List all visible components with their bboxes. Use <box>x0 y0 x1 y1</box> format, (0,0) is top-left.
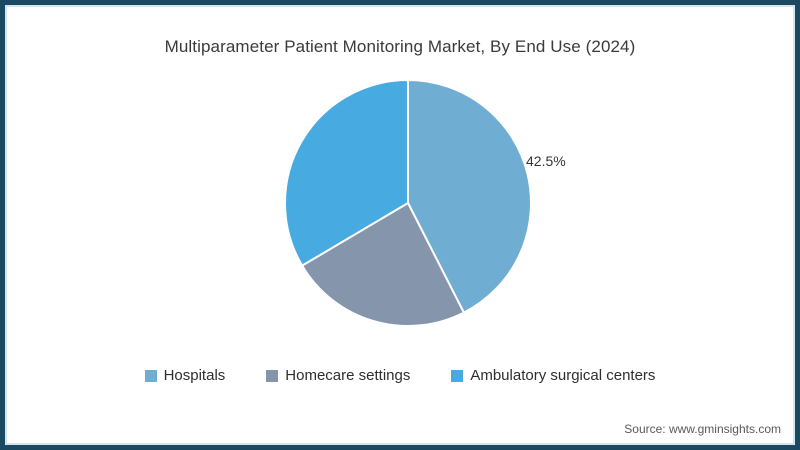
legend-swatch-hospitals-icon <box>144 369 157 382</box>
data-label-hospitals: 42.5% <box>526 153 566 169</box>
pie-slice-homecare-settings <box>301 202 465 327</box>
legend: Hospitals Homecare settings Ambulatory s… <box>5 367 795 384</box>
legend-swatch-ambulatory-surgical-centers-icon <box>451 369 464 382</box>
legend-label-hospitals: Hospitals <box>163 367 226 384</box>
pie-slice-ambulatory-surgical-centers <box>284 79 409 267</box>
legend-item-ambulatory-surgical-centers: Ambulatory surgical centers <box>451 367 655 384</box>
source-text: Source: www.gminsights.com <box>624 422 781 436</box>
pie-slice-hospitals <box>407 79 532 314</box>
pie-chart <box>284 79 532 327</box>
legend-swatch-homecare-settings-icon <box>266 369 279 382</box>
legend-item-hospitals: Hospitals <box>144 367 226 384</box>
legend-label-homecare-settings: Homecare settings <box>285 367 411 384</box>
chart-title: Multiparameter Patient Monitoring Market… <box>164 37 636 56</box>
legend-label-ambulatory-surgical-centers: Ambulatory surgical centers <box>470 367 656 384</box>
legend-item-homecare-settings: Homecare settings <box>266 367 410 384</box>
